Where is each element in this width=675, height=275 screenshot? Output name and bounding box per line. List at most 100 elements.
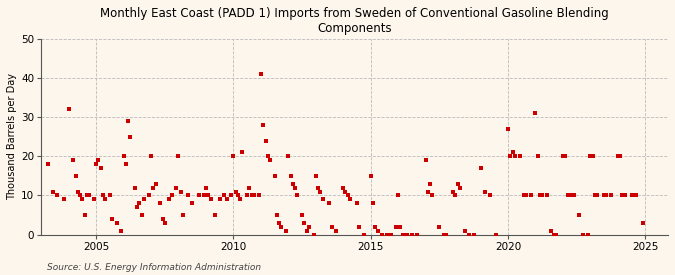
Point bbox=[530, 111, 541, 116]
Point bbox=[274, 221, 285, 225]
Point bbox=[292, 193, 303, 198]
Point bbox=[365, 174, 376, 178]
Point bbox=[219, 193, 230, 198]
Point bbox=[425, 182, 435, 186]
Point bbox=[617, 193, 628, 198]
Point bbox=[601, 193, 612, 198]
Point bbox=[235, 197, 246, 202]
Point bbox=[503, 127, 514, 131]
Point bbox=[638, 221, 649, 225]
Point bbox=[132, 205, 142, 209]
Point bbox=[599, 193, 610, 198]
Point bbox=[391, 225, 402, 229]
Point bbox=[541, 193, 552, 198]
Point bbox=[296, 213, 307, 217]
Point bbox=[285, 174, 296, 178]
Point bbox=[265, 158, 275, 163]
Point bbox=[246, 193, 257, 198]
Point bbox=[143, 193, 154, 198]
Point bbox=[70, 174, 81, 178]
Point bbox=[173, 154, 184, 158]
Point bbox=[118, 154, 129, 158]
Point bbox=[631, 193, 642, 198]
Point bbox=[505, 154, 516, 158]
Point bbox=[525, 193, 536, 198]
Point bbox=[367, 201, 378, 205]
Point bbox=[98, 193, 109, 198]
Point bbox=[370, 225, 381, 229]
Point bbox=[439, 232, 450, 237]
Point bbox=[521, 193, 532, 198]
Point bbox=[281, 229, 292, 233]
Point bbox=[434, 225, 445, 229]
Point bbox=[271, 213, 282, 217]
Point bbox=[164, 197, 175, 202]
Text: Source: U.S. Energy Information Administration: Source: U.S. Energy Information Administ… bbox=[47, 263, 261, 272]
Point bbox=[52, 193, 63, 198]
Point bbox=[63, 107, 74, 112]
Point bbox=[148, 185, 159, 190]
Point bbox=[47, 189, 58, 194]
Point bbox=[134, 201, 145, 205]
Point bbox=[551, 232, 562, 237]
Point bbox=[393, 193, 404, 198]
Point bbox=[406, 232, 417, 237]
Point bbox=[75, 193, 86, 198]
Point bbox=[352, 201, 362, 205]
Point bbox=[423, 189, 433, 194]
Point bbox=[562, 193, 573, 198]
Point bbox=[386, 232, 397, 237]
Point bbox=[398, 232, 408, 237]
Point bbox=[468, 232, 479, 237]
Point bbox=[560, 154, 570, 158]
Point bbox=[194, 193, 205, 198]
Point bbox=[421, 158, 431, 163]
Point bbox=[200, 185, 211, 190]
Point bbox=[313, 185, 323, 190]
Point bbox=[464, 232, 475, 237]
Point bbox=[308, 232, 319, 237]
Point bbox=[166, 193, 177, 198]
Point bbox=[454, 185, 465, 190]
Point bbox=[510, 154, 520, 158]
Point bbox=[612, 154, 623, 158]
Point bbox=[400, 232, 410, 237]
Point bbox=[304, 225, 315, 229]
Point bbox=[68, 158, 79, 163]
Point bbox=[111, 221, 122, 225]
Point bbox=[100, 197, 111, 202]
Point bbox=[354, 225, 364, 229]
Point bbox=[230, 189, 241, 194]
Point bbox=[79, 213, 90, 217]
Point bbox=[301, 229, 312, 233]
Point bbox=[342, 193, 353, 198]
Point bbox=[136, 213, 147, 217]
Point bbox=[139, 197, 150, 202]
Point bbox=[507, 150, 518, 155]
Point bbox=[340, 189, 351, 194]
Point bbox=[260, 139, 271, 143]
Point bbox=[358, 232, 369, 237]
Point bbox=[237, 150, 248, 155]
Point bbox=[480, 189, 491, 194]
Point bbox=[546, 229, 557, 233]
Y-axis label: Thousand Barrels per Day: Thousand Barrels per Day bbox=[7, 73, 17, 200]
Point bbox=[43, 162, 53, 166]
Point bbox=[283, 154, 294, 158]
Point bbox=[276, 225, 287, 229]
Point bbox=[345, 197, 356, 202]
Point bbox=[450, 193, 460, 198]
Point bbox=[548, 232, 559, 237]
Point bbox=[105, 193, 115, 198]
Point bbox=[324, 201, 335, 205]
Point bbox=[263, 154, 273, 158]
Point bbox=[146, 154, 157, 158]
Point bbox=[537, 193, 547, 198]
Point bbox=[441, 232, 452, 237]
Point bbox=[619, 193, 630, 198]
Point bbox=[381, 232, 392, 237]
Point bbox=[228, 154, 239, 158]
Point bbox=[574, 213, 585, 217]
Point bbox=[395, 225, 406, 229]
Point bbox=[578, 232, 589, 237]
